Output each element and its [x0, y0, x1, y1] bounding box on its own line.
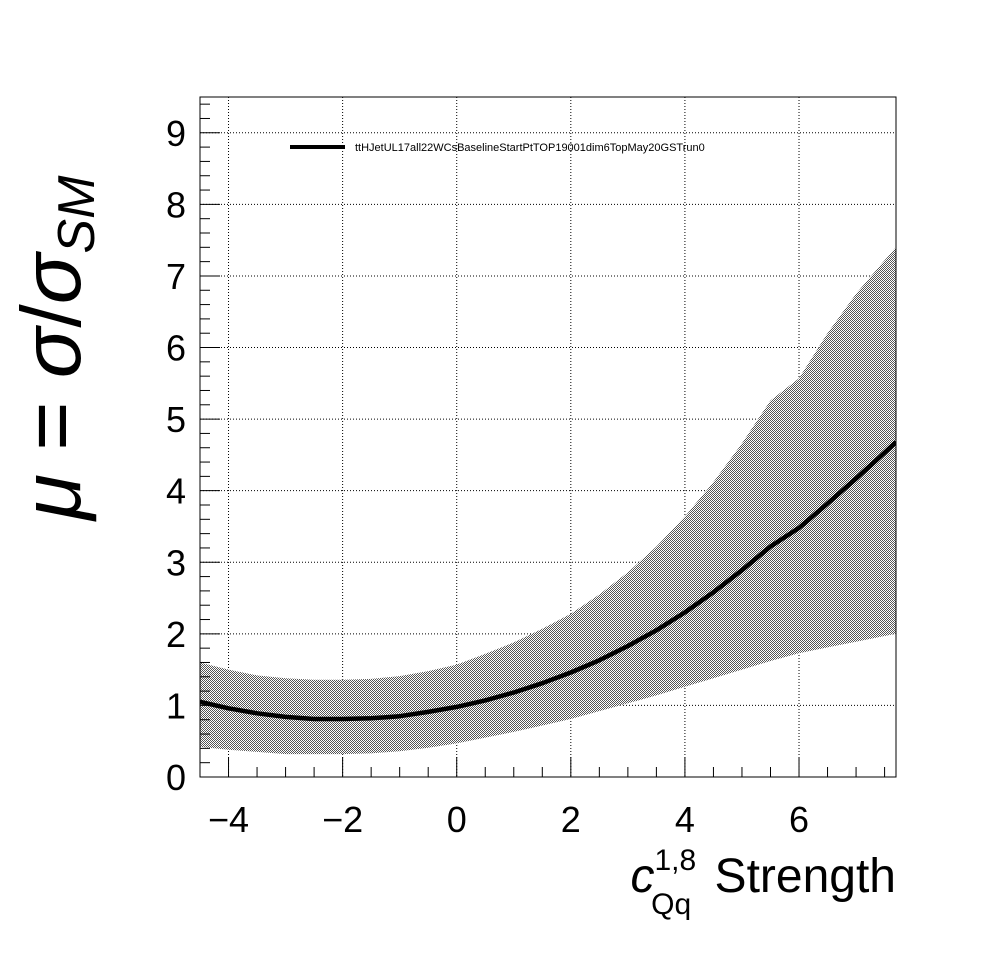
- series-line: [200, 440, 896, 722]
- x-tick-label: 4: [675, 799, 695, 840]
- y-tick-label: 3: [166, 542, 186, 583]
- tick-labels: −4 −2 0 2 4 6 0 1 2 3 4 5 6 7 8 9: [166, 113, 809, 840]
- uncertainty-band: [200, 247, 896, 755]
- y-axis-title: μ = σ/σSM: [4, 175, 106, 522]
- legend: ttHJetUL17all22WCsBaselineStartPtTOP1900…: [290, 142, 705, 154]
- x-tick-label: −4: [208, 799, 249, 840]
- y-tick-label: 5: [166, 399, 186, 440]
- x-tick-label: 6: [789, 799, 809, 840]
- x-tick-label: 0: [447, 799, 467, 840]
- y-tick-label: 7: [166, 256, 186, 297]
- x-tick-label: −2: [322, 799, 363, 840]
- y-tick-label: 6: [166, 328, 186, 369]
- x-axis-title: c1,8 Qq Strength: [630, 844, 896, 921]
- y-tick-label: 8: [166, 184, 186, 225]
- y-tick-label: 1: [166, 685, 186, 726]
- y-tick-label: 2: [166, 614, 186, 655]
- y-tick-label: 4: [166, 471, 186, 512]
- legend-entry-label: ttHJetUL17all22WCsBaselineStartPtTOP1900…: [355, 142, 705, 154]
- y-tick-label: 0: [166, 757, 186, 798]
- x-tick-label: 2: [561, 799, 581, 840]
- plot-frame: [199, 96, 897, 778]
- y-tick-label: 9: [166, 113, 186, 154]
